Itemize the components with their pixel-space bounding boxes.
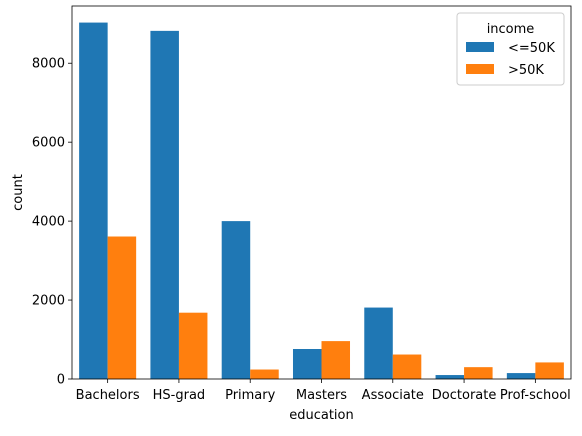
x-tick-label: HS-grad bbox=[153, 388, 206, 403]
bar-doctorate-series-1 bbox=[435, 375, 465, 379]
axes-group: 0 2000 4000 6000 8000 Bachelors HS-grad Primary… bbox=[32, 5, 572, 403]
bar-bachelors-series-2 bbox=[107, 236, 137, 379]
y-axis-label: count bbox=[11, 174, 26, 211]
y-tick-label: 2000 bbox=[32, 294, 65, 309]
bar-masters-series-2 bbox=[321, 341, 351, 379]
x-tick-label: Primary bbox=[225, 388, 276, 403]
bar-prof-school-series-2 bbox=[535, 362, 564, 379]
legend-entry-label: <=50K bbox=[508, 41, 555, 56]
x-tick-label: Bachelors bbox=[76, 388, 140, 403]
legend-swatch bbox=[466, 64, 494, 74]
bar-prof-school-series-1 bbox=[506, 373, 536, 379]
bar-bachelors-series-1 bbox=[79, 22, 108, 379]
legend-title: income bbox=[487, 22, 535, 37]
y-tick-label: 4000 bbox=[32, 215, 65, 230]
x-tick-label: Associate bbox=[362, 388, 424, 403]
bar-masters-series-1 bbox=[292, 349, 322, 379]
legend-swatch bbox=[466, 42, 494, 52]
legend-entry-label: >50K bbox=[508, 63, 544, 78]
bar-primary-series-2 bbox=[250, 369, 279, 379]
bars-group bbox=[79, 22, 564, 379]
y-tick-label: 0 bbox=[57, 373, 65, 388]
bar-primary-series-1 bbox=[221, 221, 251, 379]
legend: income <=50K >50K bbox=[456, 12, 565, 86]
y-tick-label: 6000 bbox=[32, 136, 65, 151]
x-tick-label: Masters bbox=[296, 388, 347, 403]
y-tick-label: 8000 bbox=[32, 57, 65, 72]
bar-hs-grad-series-1 bbox=[150, 30, 179, 379]
bar-doctorate-series-2 bbox=[464, 367, 493, 379]
x-tick-label: Doctorate bbox=[432, 388, 497, 403]
x-axis-label: education bbox=[289, 408, 354, 423]
bar-associate-series-1 bbox=[364, 307, 393, 379]
x-tick-label: Prof-school bbox=[500, 388, 571, 403]
bar-associate-series-2 bbox=[392, 354, 422, 379]
bar-hs-grad-series-2 bbox=[178, 312, 208, 379]
